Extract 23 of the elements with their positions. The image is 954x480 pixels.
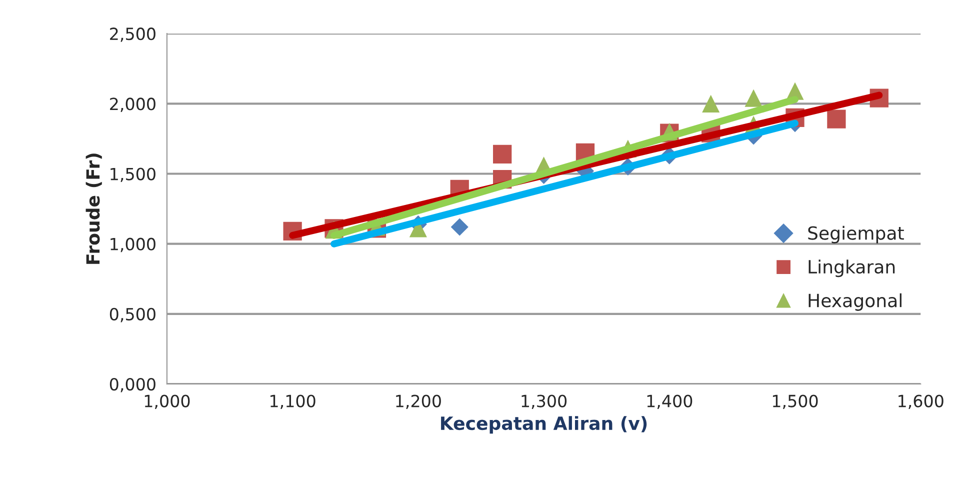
x-tick-label: 1,500 (772, 394, 818, 410)
x-tick-label: 1,100 (270, 394, 316, 410)
x-tick-label: 1,300 (522, 394, 567, 410)
point (827, 110, 846, 128)
x-tick-label: 1,200 (396, 394, 441, 410)
legend-label: Segiempat (808, 226, 904, 244)
point (744, 89, 762, 107)
y-tick-label: 2,500 (110, 28, 156, 42)
y-tick-label: 1,000 (110, 238, 156, 252)
x-tick-label: 1,000 (144, 394, 190, 410)
x-tick-label: 1,600 (898, 394, 944, 410)
point (493, 144, 512, 164)
point (450, 218, 468, 236)
y-tick-label: 1,500 (110, 168, 156, 182)
legend-label: Hexagonal (808, 293, 902, 311)
y-tick-label: 2,000 (110, 98, 156, 112)
point (702, 94, 720, 112)
legend-label: Lingkaran (808, 260, 895, 278)
x-axis-title: Kecepatan Aliran (v) (441, 416, 647, 434)
y-tick-label: 0,500 (110, 308, 156, 322)
y-tick-label: 0,000 (110, 378, 156, 392)
y-axis-title: Froude (Fr) (86, 154, 102, 264)
x-tick-label: 1,400 (647, 394, 692, 410)
